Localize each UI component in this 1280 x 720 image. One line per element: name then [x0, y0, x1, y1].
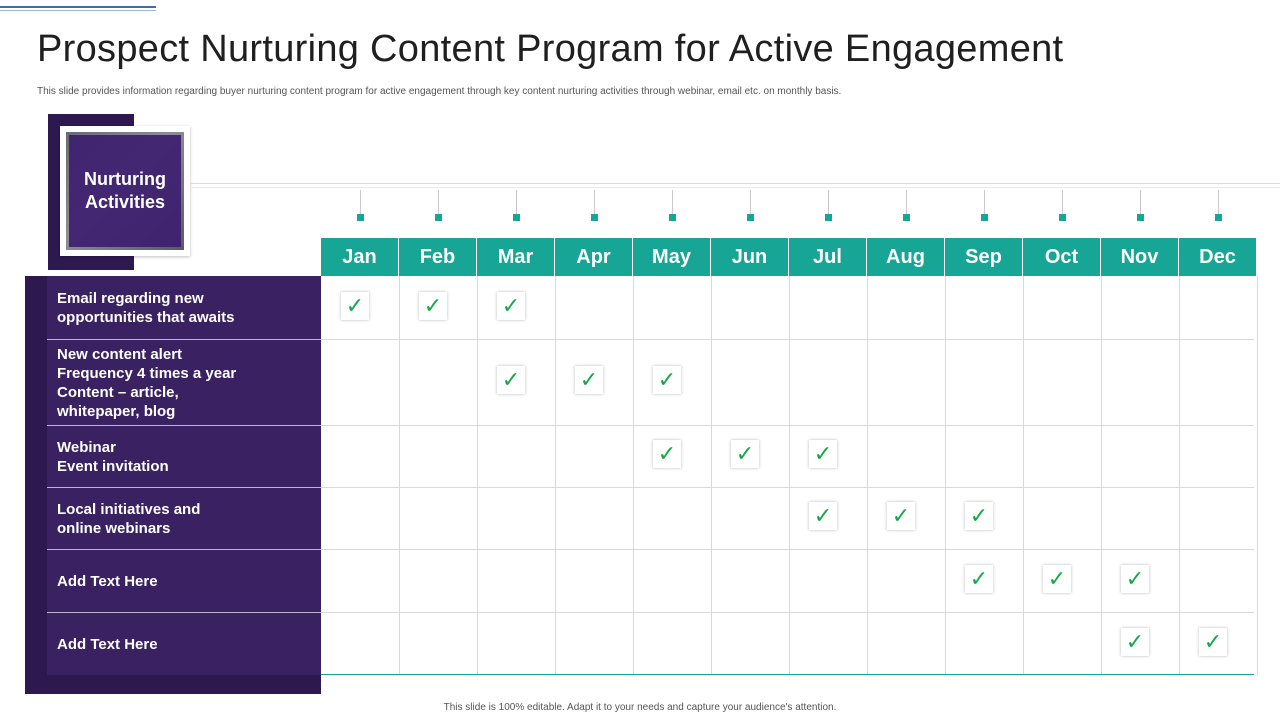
- timeline-line: [190, 183, 1280, 184]
- connector-line: [516, 190, 517, 214]
- check-mark-icon: ✓: [653, 366, 681, 394]
- nurturing-activities-card: Nurturing Activities: [69, 135, 181, 247]
- connector-dot: [825, 214, 832, 221]
- connector-line: [438, 190, 439, 214]
- check-mark-icon: ✓: [1043, 565, 1071, 593]
- grid-column-line: [789, 276, 790, 675]
- check-mark-icon: ✓: [1121, 628, 1149, 656]
- check-mark-icon: ✓: [731, 440, 759, 468]
- month-header-nov: Nov: [1101, 238, 1179, 276]
- check-mark-icon: ✓: [341, 292, 369, 320]
- month-header-apr: Apr: [555, 238, 633, 276]
- connector-dot: [669, 214, 676, 221]
- connector-dot: [513, 214, 520, 221]
- connector-line: [906, 190, 907, 214]
- grid-column-line: [867, 276, 868, 675]
- check-mark-icon: ✓: [809, 502, 837, 530]
- slide-footer: This slide is 100% editable. Adapt it to…: [443, 702, 837, 713]
- grid-column-line: [1179, 276, 1180, 675]
- top-accent-rule-thin: [0, 10, 156, 11]
- grid-row-line: [321, 549, 1254, 550]
- grid-column-line: [945, 276, 946, 675]
- grid-row-line: [321, 487, 1254, 488]
- connector-dot: [747, 214, 754, 221]
- timeline-line-secondary: [190, 187, 1280, 188]
- connector-dot: [903, 214, 910, 221]
- slide-subtitle: This slide provides information regardin…: [37, 86, 842, 97]
- activity-label: Email regarding new opportunities that a…: [57, 289, 235, 326]
- grid-column-line: [477, 276, 478, 675]
- activity-label: Add Text Here: [57, 572, 158, 590]
- grid-row-line: [321, 339, 1254, 340]
- grid-column-line: [399, 276, 400, 675]
- activity-label: Local initiatives and online webinars: [57, 500, 201, 537]
- connector-dot: [1059, 214, 1066, 221]
- connector-line: [750, 190, 751, 214]
- activity-label: New content alert Frequency 4 times a ye…: [57, 345, 237, 420]
- check-mark-icon: ✓: [965, 502, 993, 530]
- activity-row: New content alert Frequency 4 times a ye…: [47, 339, 321, 425]
- card-title-line2: Activities: [84, 192, 166, 212]
- grid-column-line: [1101, 276, 1102, 675]
- activity-row: Webinar Event invitation: [47, 425, 321, 487]
- connector-dot: [981, 214, 988, 221]
- month-header-may: May: [633, 238, 711, 276]
- check-mark-icon: ✓: [497, 366, 525, 394]
- grid-column-line: [711, 276, 712, 675]
- slide-title: Prospect Nurturing Content Program for A…: [37, 28, 1064, 70]
- month-header-sep: Sep: [945, 238, 1023, 276]
- activity-panel: [47, 276, 321, 675]
- connector-line: [1140, 190, 1141, 214]
- connector-dot: [435, 214, 442, 221]
- connector-line: [360, 190, 361, 214]
- check-mark-icon: ✓: [653, 440, 681, 468]
- activity-row: Add Text Here: [47, 549, 321, 612]
- month-header-dec: Dec: [1179, 238, 1257, 276]
- check-mark-icon: ✓: [497, 292, 525, 320]
- activity-row: Email regarding new opportunities that a…: [47, 276, 321, 339]
- month-header-jan: Jan: [321, 238, 399, 276]
- activity-label: Webinar Event invitation: [57, 438, 169, 475]
- connector-line: [672, 190, 673, 214]
- grid-bottom-rule: [321, 674, 1254, 675]
- connector-dot: [1137, 214, 1144, 221]
- check-mark-icon: ✓: [575, 366, 603, 394]
- grid-row-line: [321, 425, 1254, 426]
- activity-label: Add Text Here: [57, 635, 158, 653]
- connector-dot: [1215, 214, 1222, 221]
- connector-line: [594, 190, 595, 214]
- month-header-aug: Aug: [867, 238, 945, 276]
- month-header-feb: Feb: [399, 238, 477, 276]
- grid-column-line: [1257, 276, 1258, 675]
- grid-column-line: [1023, 276, 1024, 675]
- check-mark-icon: ✓: [809, 440, 837, 468]
- connector-line: [984, 190, 985, 214]
- month-header-oct: Oct: [1023, 238, 1101, 276]
- activity-row: Local initiatives and online webinars: [47, 487, 321, 549]
- month-header-jun: Jun: [711, 238, 789, 276]
- connector-line: [828, 190, 829, 214]
- check-mark-icon: ✓: [419, 292, 447, 320]
- connector-dot: [357, 214, 364, 221]
- check-mark-icon: ✓: [965, 565, 993, 593]
- connector-line: [1062, 190, 1063, 214]
- month-header-jul: Jul: [789, 238, 867, 276]
- check-mark-icon: ✓: [1121, 565, 1149, 593]
- activity-row: Add Text Here: [47, 612, 321, 675]
- connector-dot: [591, 214, 598, 221]
- top-accent-rule: [0, 6, 156, 8]
- grid-column-line: [633, 276, 634, 675]
- month-header-mar: Mar: [477, 238, 555, 276]
- check-mark-icon: ✓: [887, 502, 915, 530]
- connector-line: [1218, 190, 1219, 214]
- grid-column-line: [555, 276, 556, 675]
- grid-row-line: [321, 612, 1254, 613]
- card-title-line1: Nurturing: [84, 169, 166, 189]
- check-mark-icon: ✓: [1199, 628, 1227, 656]
